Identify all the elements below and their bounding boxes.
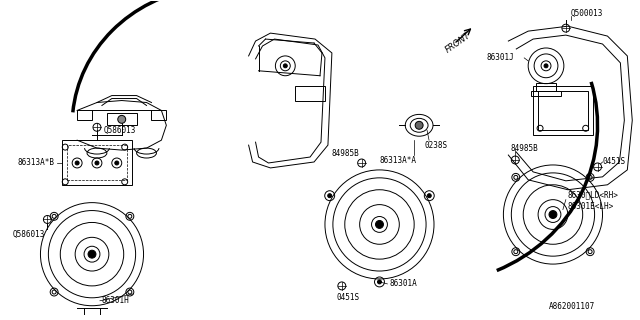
Bar: [67, 145, 127, 180]
Bar: [77, 110, 92, 120]
Text: A862001107: A862001107: [549, 302, 596, 311]
Circle shape: [328, 194, 332, 198]
Circle shape: [544, 64, 548, 68]
Circle shape: [75, 161, 79, 165]
Bar: [538, 91, 588, 130]
Bar: [536, 83, 556, 91]
Bar: [533, 86, 593, 135]
Circle shape: [284, 64, 287, 68]
Circle shape: [428, 194, 431, 198]
Bar: [531, 91, 561, 96]
Circle shape: [118, 116, 125, 123]
Text: FRONT: FRONT: [444, 31, 472, 55]
Circle shape: [415, 121, 423, 129]
Text: 84985B: 84985B: [510, 144, 538, 153]
Text: 86301E<LH>: 86301E<LH>: [568, 202, 614, 211]
Bar: [152, 110, 166, 120]
Circle shape: [378, 280, 381, 284]
Circle shape: [95, 161, 99, 165]
Text: 0238S: 0238S: [424, 140, 447, 150]
Text: 86313A*A: 86313A*A: [380, 156, 417, 164]
Text: 86301A: 86301A: [389, 279, 417, 288]
Text: Q500013: Q500013: [571, 9, 603, 18]
Bar: [62, 140, 132, 185]
Circle shape: [549, 211, 557, 219]
Text: Q586013: Q586013: [104, 126, 136, 135]
Text: 86301H: 86301H: [102, 296, 130, 305]
Bar: [107, 113, 136, 125]
Text: 0451S: 0451S: [602, 157, 626, 166]
Circle shape: [88, 250, 96, 258]
Circle shape: [115, 161, 119, 165]
Bar: [295, 86, 325, 100]
Text: 8630⁠LD<RH>: 8630⁠LD<RH>: [568, 190, 619, 199]
Text: 0451S: 0451S: [337, 293, 360, 302]
Circle shape: [376, 220, 383, 228]
Text: Q586013: Q586013: [13, 230, 45, 239]
Text: 84985B: 84985B: [332, 148, 360, 157]
Text: 86313A*B: 86313A*B: [18, 158, 54, 167]
Text: 86301J: 86301J: [486, 53, 515, 62]
